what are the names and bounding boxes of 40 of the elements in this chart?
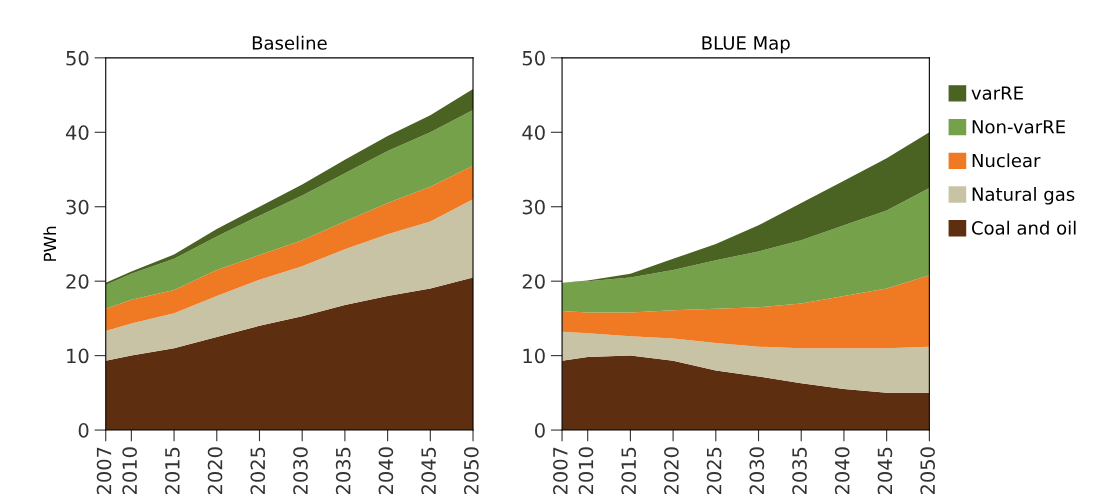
x-tick-label: 2050: [920, 447, 935, 495]
y-tick-label: 0: [535, 423, 545, 438]
y-axis-title: PWh: [43, 226, 56, 261]
y-tick-label: 10: [523, 348, 545, 364]
y-tick-label: 0: [78, 423, 89, 438]
y-tick-label: 40: [522, 125, 545, 140]
x-tick-label: 2030: [293, 447, 308, 495]
x-tick-label: 2010: [578, 447, 594, 495]
x-tick-label: 2025: [250, 447, 266, 495]
legend-label: Nuclear: [972, 153, 1041, 168]
legend-label: varRE: [971, 86, 1023, 100]
x-tick-label: 2020: [664, 447, 679, 495]
y-tick-label: 30: [522, 199, 545, 215]
y-tick-label: 20: [522, 274, 545, 289]
x-tick-label: 2050: [463, 447, 479, 495]
legend-label: Non-varRE: [972, 120, 1065, 134]
y-tick-label: 50: [522, 50, 545, 66]
legend-label: Coal and oil: [971, 220, 1076, 235]
x-tick-label: 2045: [877, 447, 893, 495]
x-tick-label: 2025: [706, 447, 722, 495]
x-tick-label: 2030: [749, 447, 765, 495]
x-tick-label: 2007: [96, 447, 112, 495]
y-tick-label: 20: [66, 274, 89, 289]
x-tick-label: 2020: [207, 447, 223, 495]
x-tick-label: 2045: [421, 447, 436, 495]
y-tick-label: 50: [66, 50, 89, 66]
y-tick-label: 40: [65, 125, 89, 140]
x-tick-label: 2035: [335, 447, 351, 495]
y-tick-label: 10: [67, 348, 89, 364]
x-tick-label: 2040: [834, 447, 850, 495]
legend-label: Natural gas: [972, 187, 1075, 205]
chart-title: BLUE Map: [702, 36, 790, 54]
x-tick-label: 2007: [553, 447, 568, 495]
y-tick-label: 30: [66, 199, 89, 215]
x-tick-label: 2040: [378, 447, 394, 495]
x-tick-label: 2010: [122, 447, 137, 495]
x-tick-label: 2015: [621, 447, 637, 495]
x-tick-label: 2035: [792, 447, 807, 495]
x-tick-label: 2015: [165, 447, 180, 495]
chart-title: Baseline: [252, 35, 327, 50]
